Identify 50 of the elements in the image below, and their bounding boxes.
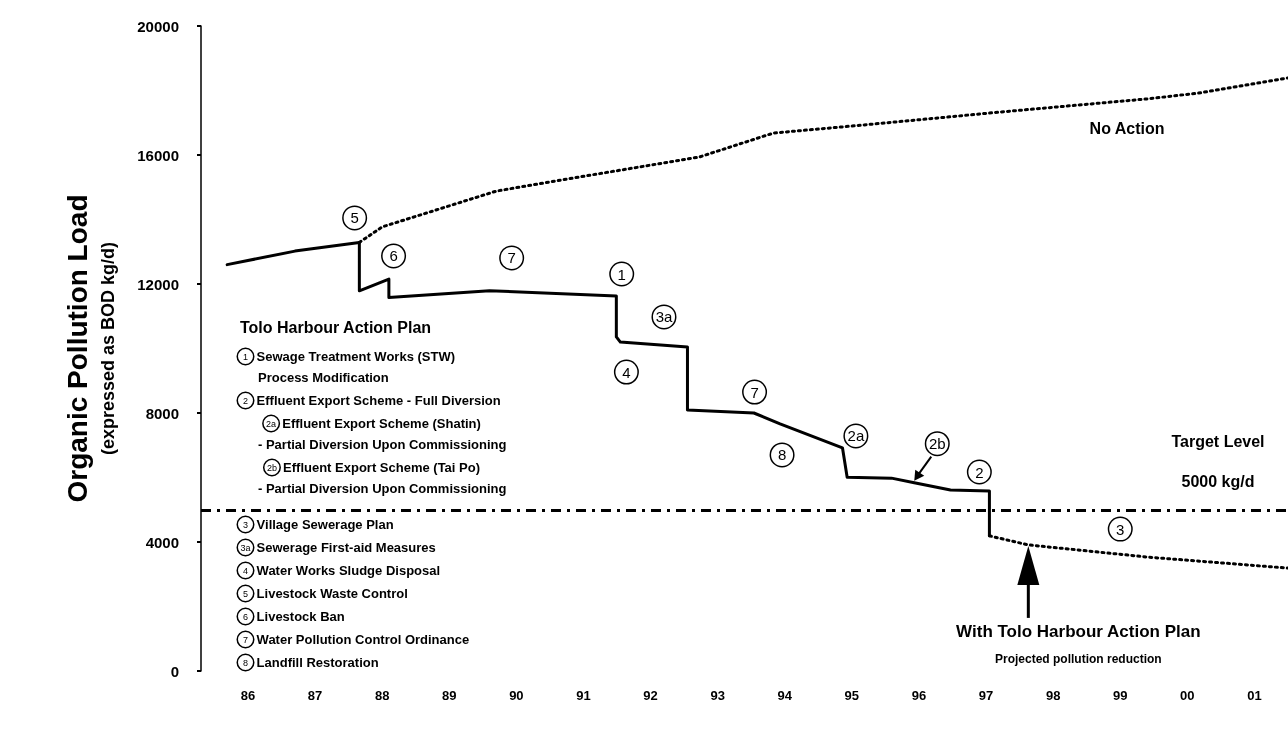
- annotation: 2 Effluent Export Scheme - Full Diversion: [242, 393, 501, 408]
- annotation: 1: [617, 265, 626, 283]
- annotation: 3a: [655, 308, 673, 326]
- x-tick-label: 93: [710, 688, 725, 703]
- annotation: With Tolo Harbour Action Plan Projected pollution reduction: [956, 622, 1201, 666]
- text: Target Level 5000 kg/d: [1171, 433, 1265, 491]
- x-tick-label: 99: [1113, 688, 1128, 703]
- annotation: Tolo Harbour Action Plan: [240, 318, 432, 336]
- x-tick-label: 88: [374, 688, 390, 703]
- annotation: 6: [389, 247, 398, 265]
- y-axis-title: Organic Pollution Load (expressed as BOD kg/d): [61, 194, 118, 503]
- x-tick-label: 98: [1045, 688, 1061, 703]
- x-tick-label: 91: [576, 688, 591, 703]
- annotation: 6 Livestock Ban: [242, 609, 345, 624]
- x-tick-label: 95: [844, 688, 860, 703]
- y-tick-label: 4000: [145, 533, 179, 551]
- annotation: 3a Sewerage First-aid Measures: [240, 540, 436, 555]
- y-tick-label: 0: [170, 662, 179, 680]
- annotation: 2a Effluent Export Scheme (Shatin) - Partial Diversion Upon Commissioning: [258, 416, 507, 452]
- annotation: 2b Effluent Export Scheme (Tai Po) - Partial Diversion Upon Commissioning: [258, 460, 507, 496]
- annotation: 7: [750, 383, 759, 401]
- annotation: 3 Village Sewerage Plan: [242, 517, 394, 532]
- x-tick-label: 86: [240, 688, 256, 703]
- annotation: 1 Sewage Treatment Works (STW) Process Modification: [242, 349, 456, 385]
- x-tick-label: 97: [978, 688, 994, 703]
- y-tick-label: 12000: [137, 275, 179, 293]
- annotation: 3: [1116, 520, 1125, 538]
- x-tick-label: 96: [911, 688, 927, 703]
- annotation: 5: [350, 209, 359, 227]
- annotation: 2a: [847, 427, 865, 445]
- annotation: 2: [975, 463, 984, 481]
- y-tick-label: 8000: [145, 404, 179, 422]
- annotation: 4 Water Works Sludge Disposal: [242, 563, 441, 578]
- annotation: 8 Landfill Restoration: [242, 655, 379, 670]
- x-tick-label: 89: [442, 688, 457, 703]
- annotation: 5 Livestock Waste Control: [242, 586, 408, 601]
- x-tick-label: 90: [509, 688, 524, 703]
- x-tick-label: 01: [1247, 688, 1262, 703]
- annotation: 8: [777, 446, 787, 464]
- annotation: 7 Water Pollution Control Ordinance: [242, 632, 470, 647]
- x-tick-label: 94: [777, 688, 793, 703]
- annotation: 4: [622, 363, 631, 381]
- annotation: 2b: [928, 435, 946, 453]
- series-label: No Action: [1089, 120, 1165, 138]
- y-tick-label: 16000: [137, 146, 179, 164]
- x-tick-label: 00: [1180, 688, 1195, 703]
- x-tick-label: 87: [307, 688, 323, 703]
- annotation: 7: [507, 249, 516, 267]
- y-tick-label: 20000: [137, 17, 179, 35]
- x-tick-label: 92: [643, 688, 658, 703]
